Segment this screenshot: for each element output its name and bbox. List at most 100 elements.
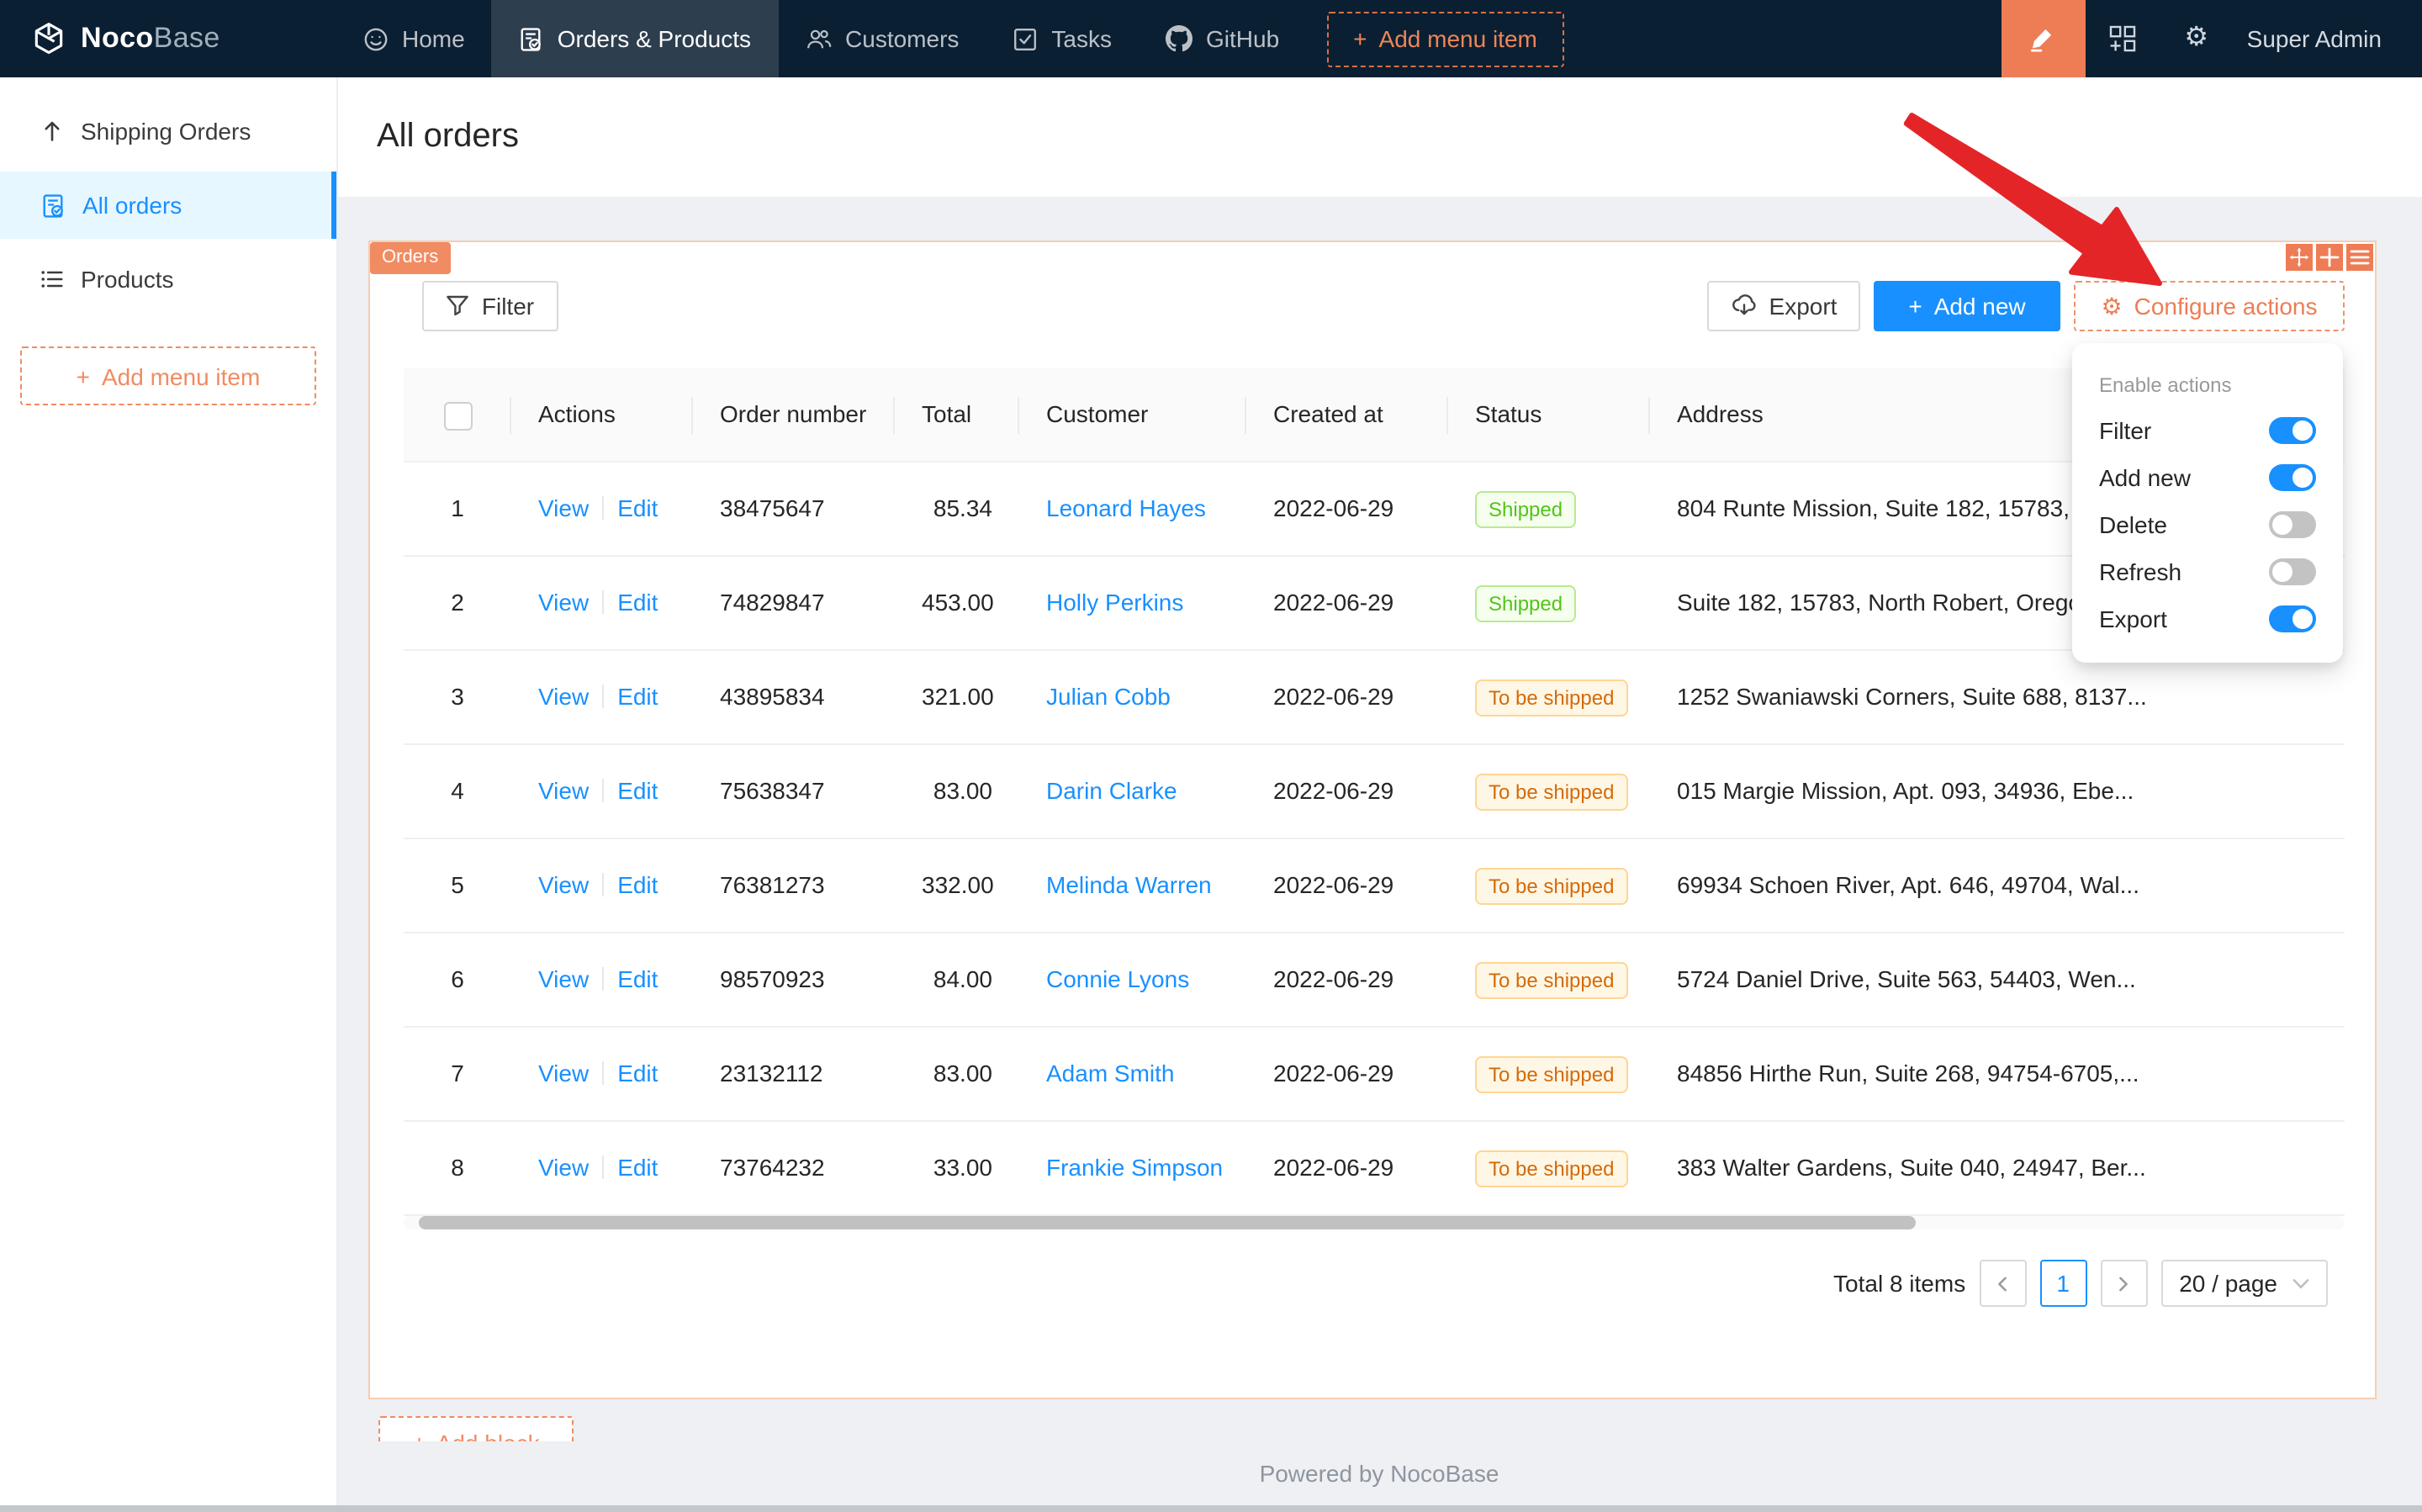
enable-action-row[interactable]: Add new bbox=[2072, 454, 2343, 501]
page-size-select[interactable]: 20 / page bbox=[2160, 1260, 2328, 1307]
created-at-cell: 2022-06-29 bbox=[1246, 838, 1448, 933]
scrollbar-thumb[interactable] bbox=[419, 1216, 1916, 1229]
gear-icon: ⚙ bbox=[2184, 24, 2208, 52]
next-page-button[interactable] bbox=[2100, 1260, 2148, 1307]
customer-link[interactable]: Melinda Warren bbox=[1046, 871, 1212, 898]
customer-link[interactable]: Leonard Hayes bbox=[1046, 494, 1206, 521]
toggle-knob bbox=[2292, 468, 2313, 488]
settings-button[interactable]: ⚙ bbox=[2160, 0, 2234, 77]
column-header-actions[interactable]: Actions bbox=[511, 368, 693, 463]
sidebar-item-shipping-orders[interactable]: Shipping Orders bbox=[0, 98, 336, 165]
add-block-button[interactable]: + Add block bbox=[378, 1416, 574, 1441]
page-1-button[interactable]: 1 bbox=[2039, 1260, 2087, 1307]
toggle-switch[interactable] bbox=[2269, 464, 2316, 491]
action-label: Add new bbox=[2099, 464, 2191, 491]
view-link[interactable]: View bbox=[538, 871, 590, 898]
column-header-created-at[interactable]: Created at bbox=[1246, 368, 1448, 463]
powered-by-footer: Powered by NocoBase bbox=[1259, 1460, 1499, 1487]
brand-text: NocoBase bbox=[81, 22, 220, 54]
drag-handle-icon[interactable] bbox=[2286, 244, 2313, 271]
orders-table: Actions Order number Total Customer Crea… bbox=[404, 368, 2345, 1216]
enable-action-row[interactable]: Export bbox=[2072, 595, 2343, 642]
edit-link[interactable]: Edit bbox=[617, 1154, 658, 1181]
window-horizontal-scrollbar[interactable] bbox=[0, 1505, 2422, 1512]
nav-item-orders-products[interactable]: Orders & Products bbox=[491, 0, 779, 77]
view-link[interactable]: View bbox=[538, 777, 590, 804]
prev-page-button[interactable] bbox=[1979, 1260, 2027, 1307]
status-badge: To be shipped bbox=[1475, 1056, 1628, 1093]
blocks-plus-icon bbox=[2109, 25, 2136, 52]
customer-link[interactable]: Julian Cobb bbox=[1046, 683, 1171, 710]
edit-link[interactable]: Edit bbox=[617, 683, 658, 710]
edit-link[interactable]: Edit bbox=[617, 965, 658, 992]
block-designer-toolbar bbox=[2286, 244, 2373, 271]
current-user[interactable]: Super Admin bbox=[2246, 25, 2382, 52]
column-header-total[interactable]: Total bbox=[895, 368, 1019, 463]
orders-table-body: 1 View Edit 38475647 85.34 Leonard Hayes … bbox=[404, 462, 2345, 1216]
configure-actions-button[interactable]: ⚙ Configure actions bbox=[2074, 281, 2345, 331]
view-link[interactable]: View bbox=[538, 589, 590, 616]
nav-item-customers[interactable]: Customers bbox=[778, 0, 986, 77]
toggle-switch[interactable] bbox=[2269, 511, 2316, 538]
toggle-knob bbox=[2272, 562, 2292, 582]
add-new-button[interactable]: + Add new bbox=[1874, 281, 2060, 331]
created-at-cell: 2022-06-29 bbox=[1246, 1121, 1448, 1216]
total-cell: 83.00 bbox=[895, 744, 1019, 839]
ui-editor-toggle-button[interactable] bbox=[2001, 0, 2086, 77]
nav-item-tasks[interactable]: Tasks bbox=[986, 0, 1139, 77]
customer-link[interactable]: Frankie Simpson bbox=[1046, 1154, 1224, 1181]
view-link[interactable]: View bbox=[538, 683, 590, 710]
nav-item-github[interactable]: GitHub bbox=[1139, 0, 1306, 77]
row-index: 7 bbox=[404, 1027, 511, 1122]
status-badge: To be shipped bbox=[1475, 962, 1628, 999]
plus-icon: + bbox=[76, 362, 90, 389]
view-link[interactable]: View bbox=[538, 1060, 590, 1086]
toggle-switch[interactable] bbox=[2269, 605, 2316, 632]
enable-action-row[interactable]: Refresh bbox=[2072, 548, 2343, 595]
dropdown-title: Enable actions bbox=[2099, 373, 2232, 397]
edit-link[interactable]: Edit bbox=[617, 494, 658, 521]
select-all-checkbox[interactable] bbox=[443, 401, 472, 431]
address-cell: 84856 Hirthe Run, Suite 268, 94754-6705,… bbox=[1650, 1027, 2345, 1122]
view-link[interactable]: View bbox=[538, 1154, 590, 1181]
pagination-total: Total 8 items bbox=[1833, 1270, 1966, 1297]
edit-link[interactable]: Edit bbox=[617, 777, 658, 804]
filter-button[interactable]: Filter bbox=[422, 281, 558, 331]
customer-link[interactable]: Connie Lyons bbox=[1046, 965, 1190, 992]
arrow-up-icon bbox=[40, 119, 64, 143]
nav-add-menu-item-button[interactable]: + Add menu item bbox=[1326, 11, 1564, 66]
column-header-status[interactable]: Status bbox=[1448, 368, 1650, 463]
edit-link[interactable]: Edit bbox=[617, 871, 658, 898]
address-cell: 383 Walter Gardens, Suite 040, 24947, Be… bbox=[1650, 1121, 2345, 1216]
column-header-customer[interactable]: Customer bbox=[1019, 368, 1246, 463]
block-menu-icon[interactable] bbox=[2346, 244, 2373, 271]
sidebar-item-products[interactable]: Products bbox=[0, 246, 336, 313]
nav-item-home[interactable]: Home bbox=[336, 0, 492, 77]
brand-logo[interactable]: NocoBase bbox=[0, 20, 336, 57]
row-index: 8 bbox=[404, 1121, 511, 1216]
customer-link[interactable]: Adam Smith bbox=[1046, 1060, 1175, 1086]
customer-link[interactable]: Darin Clarke bbox=[1046, 777, 1177, 804]
view-link[interactable]: View bbox=[538, 494, 590, 521]
column-header-order-number[interactable]: Order number bbox=[693, 368, 895, 463]
row-actions: View Edit bbox=[511, 556, 693, 651]
plugin-manager-button[interactable] bbox=[2086, 0, 2160, 77]
toggle-switch[interactable] bbox=[2269, 417, 2316, 444]
enable-action-row[interactable]: Filter bbox=[2072, 407, 2343, 454]
export-button[interactable]: Export bbox=[1707, 281, 1860, 331]
edit-link[interactable]: Edit bbox=[617, 1060, 658, 1086]
enable-action-row[interactable]: Delete bbox=[2072, 501, 2343, 548]
customer-link[interactable]: Holly Perkins bbox=[1046, 589, 1184, 616]
edit-link[interactable]: Edit bbox=[617, 589, 658, 616]
nav-item-label: Orders & Products bbox=[557, 25, 752, 52]
table-row: 1 View Edit 38475647 85.34 Leonard Hayes … bbox=[404, 462, 2345, 557]
sidebar-add-menu-item-button[interactable]: + Add menu item bbox=[20, 346, 316, 405]
add-block-icon[interactable] bbox=[2316, 244, 2343, 271]
sidebar-item-all-orders[interactable]: All orders bbox=[0, 172, 336, 239]
created-at-cell: 2022-06-29 bbox=[1246, 933, 1448, 1028]
toggle-switch[interactable] bbox=[2269, 558, 2316, 585]
view-link[interactable]: View bbox=[538, 965, 590, 992]
table-row: 3 View Edit 43895834 321.00 Julian Cobb 2… bbox=[404, 650, 2345, 745]
team-icon bbox=[805, 26, 832, 51]
